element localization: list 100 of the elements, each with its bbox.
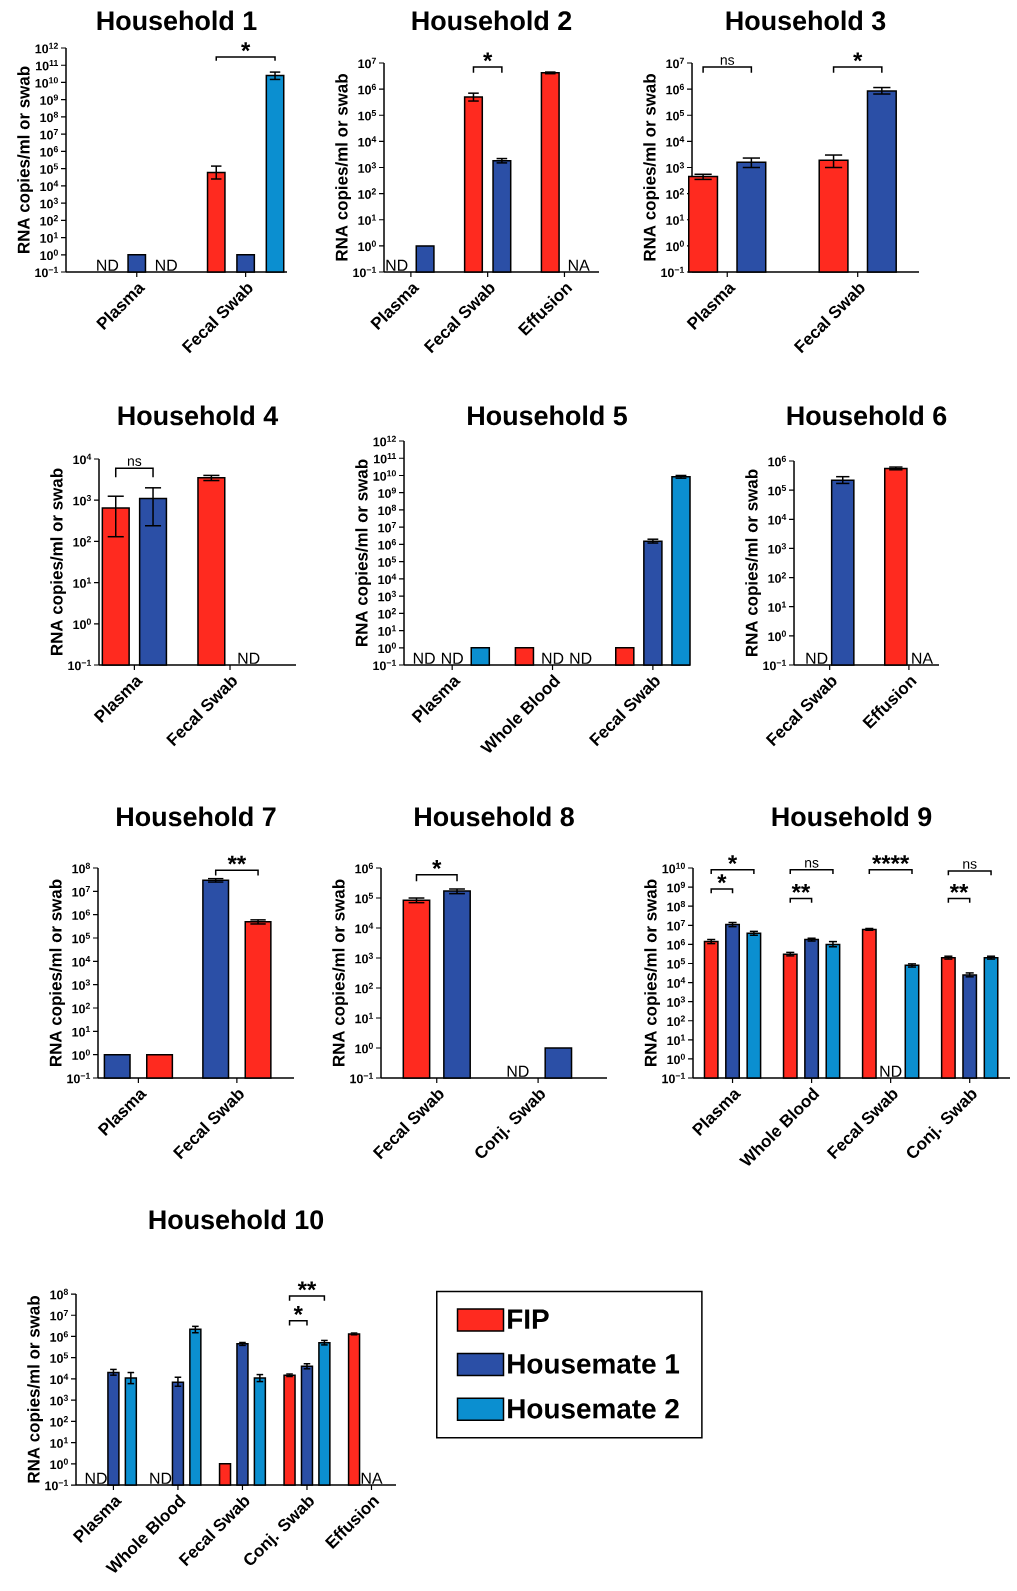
y-tick-label: 10$^{0}$ — [358, 240, 376, 252]
y-axis-title: RNA copies/ml or swab — [745, 469, 762, 656]
y-tick-label: 10$^{2}$ — [355, 982, 373, 994]
y-tick-label: 10$^{5}$ — [666, 110, 685, 121]
text: ND — [85, 1472, 107, 1484]
annotation: ns — [963, 861, 977, 869]
y-tick-label: 10$^{−1}$ — [350, 1072, 374, 1084]
text: ND — [570, 652, 592, 664]
y-tick-label: 10$^{9}$ — [378, 487, 396, 498]
y-tick-label: 10$^{−1}$ — [45, 1479, 69, 1491]
y-tick-label: 10$^{0}$ — [355, 1042, 373, 1054]
y-tick-label: 10$^{3}$ — [768, 543, 786, 554]
text: ND — [97, 259, 119, 271]
annotation: ns — [127, 458, 142, 466]
y-tick-label: 10$^{10}$ — [373, 470, 396, 481]
y-tick-label: 10$^{2}$ — [50, 1416, 68, 1427]
y-tick-label: 10$^{11}$ — [374, 453, 397, 464]
text: ns — [805, 860, 819, 868]
y-axis-title: RNA copies/ml or swab — [643, 74, 660, 261]
text: ND — [413, 652, 435, 664]
text: ND — [150, 1472, 172, 1484]
text: ND — [441, 652, 463, 664]
y-tick-label: 10$^{8}$ — [72, 862, 91, 874]
y-tick-label: 10$^{3}$ — [72, 979, 90, 990]
y-tick-label: 10$^{3}$ — [358, 162, 376, 173]
annotation: * — [432, 860, 442, 869]
y-tick-label: 10$^{0}$ — [50, 1458, 68, 1470]
y-tick-label: 10$^{2}$ — [72, 1002, 90, 1014]
text: ND — [880, 1065, 902, 1077]
chart-title: Household 5 — [468, 405, 627, 426]
y-tick-label: 10$^{4}$ — [50, 1373, 69, 1385]
y-tick-label: 10$^{3}$ — [355, 952, 373, 964]
text: NA — [912, 652, 934, 664]
y-tick-label: 10$^{5}$ — [50, 1352, 69, 1363]
text: * — [483, 52, 493, 62]
y-tick-label: 10$^{2}$ — [73, 536, 91, 547]
y-tick-label: 10$^{5}$ — [72, 932, 91, 944]
text: ND — [806, 652, 828, 664]
y-tick-label: 10$^{3}$ — [378, 590, 396, 602]
y-tick-label: 10$^{5}$ — [40, 163, 59, 174]
text: * — [853, 52, 863, 62]
y-tick-label: 10$^{−1}$ — [662, 1072, 686, 1084]
text: ** — [227, 855, 247, 865]
y-axis-title: RNA copies/ml or swab — [355, 459, 371, 646]
y-tick-label: 10$^{3}$ — [40, 197, 58, 209]
y-axis-title: RNA copies/ml or swab — [17, 66, 33, 253]
y-tick-label: 10$^{5}$ — [667, 958, 686, 969]
text: ND — [542, 652, 564, 664]
chart-title: Household 3 — [726, 10, 886, 31]
y-tick-label: 10$^{1}$ — [666, 214, 685, 225]
y-tick-label: 10$^{7}$ — [378, 521, 396, 533]
y-tick-label: 10$^{6}$ — [355, 862, 373, 874]
text: * — [727, 855, 738, 865]
y-tick-label: 10$^{6}$ — [666, 83, 684, 95]
y-tick-label: 10$^{7}$ — [358, 57, 376, 69]
y-tick-label: 10$^{3}$ — [667, 996, 685, 1007]
y-tick-label: 10$^{0}$ — [72, 1049, 90, 1060]
y-tick-label: 10$^{0}$ — [73, 618, 91, 630]
y-tick-label: 10$^{6}$ — [768, 455, 786, 467]
y-tick-label: 10$^{9}$ — [667, 881, 685, 893]
y-tick-label: 10$^{−1}$ — [68, 659, 92, 671]
y-axis-title: RNA copies/ml or swab — [644, 879, 661, 1066]
y-tick-label: 10$^{8}$ — [378, 504, 397, 516]
y-axis-title: RNA copies/ml or swab — [49, 879, 65, 1066]
y-tick-label: 10$^{2}$ — [40, 215, 58, 226]
y-tick-label: 10$^{−1}$ — [763, 659, 787, 671]
y-tick-label: 10$^{4}$ — [355, 922, 374, 934]
y-tick-label: 10$^{4}$ — [378, 573, 397, 585]
chart-title: Household 10 — [149, 1209, 324, 1230]
y-tick-label: 10$^{1}$ — [40, 232, 59, 243]
y-tick-label: 10$^{4}$ — [768, 514, 787, 525]
annotation: * — [717, 874, 727, 884]
y-tick-label: 10$^{1}$ — [378, 625, 397, 636]
y-tick-label: 10$^{1}$ — [358, 214, 377, 225]
y-tick-label: 10$^{2}$ — [768, 572, 786, 583]
text: **** — [872, 855, 910, 865]
chart-title: Household 4 — [118, 405, 279, 426]
y-tick-label: 10$^{11}$ — [36, 60, 59, 71]
text: ND — [238, 652, 260, 664]
y-tick-label: 10$^{3}$ — [50, 1394, 68, 1406]
y-tick-label: 10$^{4}$ — [666, 136, 685, 147]
chart-title: Household 1 — [97, 10, 257, 31]
y-tick-label: 10$^{2}$ — [358, 188, 376, 199]
y-tick-label: 10$^{6}$ — [50, 1331, 68, 1342]
y-tick-label: 10$^{1}$ — [73, 577, 92, 588]
y-tick-label: 10$^{4}$ — [667, 977, 686, 988]
legend-label: Housemate 2 — [508, 1398, 679, 1419]
y-tick-label: 10$^{5}$ — [768, 484, 787, 496]
y-tick-label: 10$^{0}$ — [40, 249, 58, 261]
y-tick-label: 10$^{0}$ — [667, 1053, 685, 1065]
y-tick-label: 10$^{12}$ — [35, 42, 58, 54]
y-tick-label: 10$^{2}$ — [666, 188, 684, 199]
chart-title: Household 2 — [412, 10, 572, 31]
y-tick-label: 10$^{1}$ — [50, 1437, 69, 1448]
y-tick-label: 10$^{10}$ — [662, 862, 685, 874]
chart-title: Household 6 — [787, 405, 947, 426]
y-tick-label: 10$^{7}$ — [40, 128, 58, 140]
annotation: ns — [720, 57, 735, 65]
y-tick-label: 10$^{2}$ — [378, 608, 396, 619]
text: ND — [155, 259, 177, 271]
